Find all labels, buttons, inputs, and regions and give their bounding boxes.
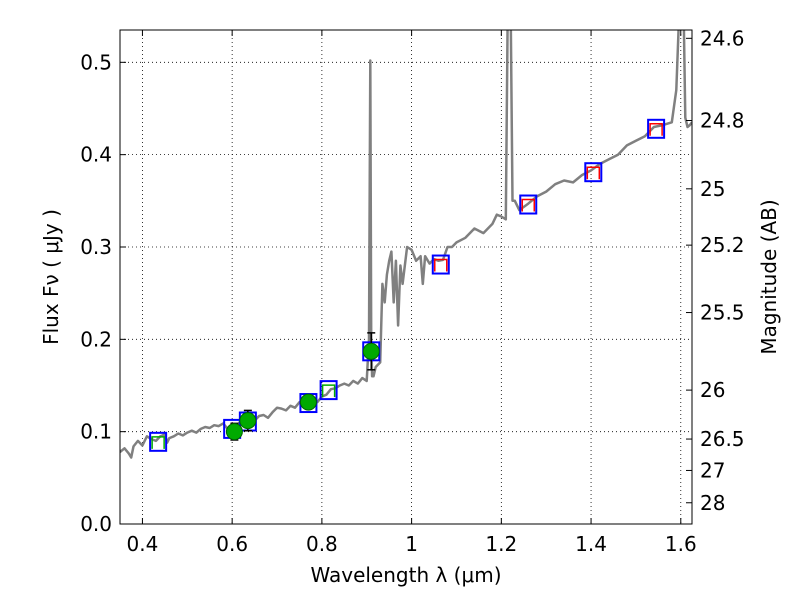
model-flux-marker xyxy=(649,123,663,136)
grid-lines xyxy=(120,30,692,525)
y-tick-label: 0.0 xyxy=(80,512,112,536)
model-flux-marker xyxy=(151,436,165,449)
x-tick-label: 0.6 xyxy=(216,532,248,556)
model-flux-marker xyxy=(434,258,448,272)
y2-tick-label: 25.2 xyxy=(700,233,745,257)
y2-tick-label: 26.5 xyxy=(700,427,745,451)
plot-frame xyxy=(119,29,693,525)
x-axis-label: Wavelength λ (μm) xyxy=(310,563,501,587)
y-axis-ticks: 0.0 0.1 0.2 0.3 0.4 0.5 xyxy=(80,50,126,536)
bandpass-square-marker xyxy=(519,194,538,215)
plot-area xyxy=(120,30,692,459)
model-flux-marker xyxy=(321,384,336,398)
y-axis-label: Flux Fν ( μJy ) xyxy=(39,209,63,345)
bandpass-square-marker xyxy=(149,431,168,452)
y-tick-label: 0.1 xyxy=(80,420,112,444)
model-flux-marker xyxy=(521,198,536,212)
bandpass-square-marker xyxy=(584,162,603,183)
y2-tick-label: 27 xyxy=(700,458,725,482)
y2-axis-ticks: 24.6 24.8 25 25.2 25.5 26 26.5 27 28 xyxy=(686,26,745,515)
bandpass-square-marker xyxy=(431,254,450,275)
x-axis-ticks: 0.4 0.6 0.8 1 1.2 1.4 1.6 xyxy=(127,30,697,556)
photometry-point xyxy=(299,393,317,411)
photometry-point xyxy=(225,423,243,441)
y-tick-label: 0.3 xyxy=(80,235,112,259)
bandpass-square-marker xyxy=(647,118,666,139)
y-tick-label: 0.2 xyxy=(80,327,112,351)
y2-tick-label: 24.6 xyxy=(700,26,745,50)
photometry-point xyxy=(239,412,257,430)
model-flux-marker xyxy=(586,166,601,180)
bandpass-square-marker xyxy=(319,380,338,401)
y2-tick-label: 26 xyxy=(700,378,725,402)
x-tick-label: 0.8 xyxy=(306,532,338,556)
photometry-point xyxy=(362,342,380,360)
x-tick-label: 1 xyxy=(405,532,418,556)
x-tick-label: 1.4 xyxy=(575,532,607,556)
model-spectrum-line xyxy=(120,30,692,459)
y2-tick-label: 25 xyxy=(700,177,725,201)
y-tick-label: 0.4 xyxy=(80,143,112,167)
x-tick-label: 1.6 xyxy=(665,532,697,556)
x-tick-label: 1.2 xyxy=(485,532,517,556)
y2-tick-label: 24.8 xyxy=(700,108,745,132)
y-tick-label: 0.5 xyxy=(80,50,112,74)
y2-tick-label: 28 xyxy=(700,491,725,515)
y2-tick-label: 25.5 xyxy=(700,301,745,325)
y2-axis-label: Magnitude (AB) xyxy=(757,199,781,354)
x-tick-label: 0.4 xyxy=(127,532,159,556)
